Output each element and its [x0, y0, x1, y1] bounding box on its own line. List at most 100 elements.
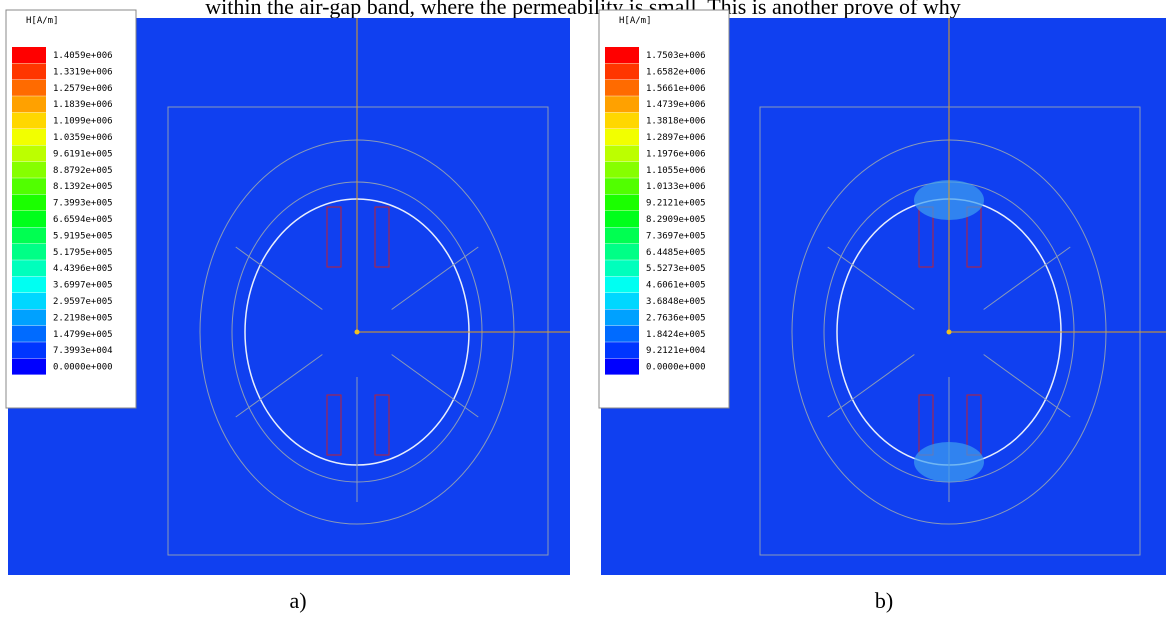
legend-swatch — [605, 129, 639, 145]
legend-swatch — [605, 293, 639, 309]
caption: a) — [289, 588, 306, 613]
legend-value: 2.7636e+005 — [646, 313, 706, 323]
origin — [354, 329, 360, 335]
legend-value: 1.8424e+005 — [646, 330, 706, 340]
legend-value: 1.3818e+006 — [646, 117, 706, 127]
legend-value: 2.9597e+005 — [53, 297, 113, 307]
legend-swatch — [605, 309, 639, 326]
legend-swatch — [605, 342, 639, 359]
legend-swatch — [12, 227, 46, 244]
legend-swatch — [605, 227, 639, 244]
legend-value: 4.4396e+005 — [53, 264, 113, 274]
legend-value: 1.2579e+006 — [53, 84, 113, 94]
legend-swatch — [12, 309, 46, 326]
legend-swatch — [12, 161, 46, 178]
legend-swatch — [605, 194, 639, 211]
legend-value: 5.5273e+005 — [646, 264, 706, 274]
legend-swatch — [605, 243, 639, 260]
legend-value: 5.9195e+005 — [53, 231, 113, 241]
magnet — [374, 394, 390, 456]
boundary-box — [167, 106, 549, 556]
legend-value: 8.2909e+005 — [646, 215, 706, 225]
legend-swatch — [12, 47, 46, 63]
legend-swatch — [12, 325, 46, 342]
legend-swatch — [605, 47, 639, 63]
legend-value: 1.0359e+006 — [53, 133, 113, 143]
legend-value: 1.5661e+006 — [646, 84, 706, 94]
legend-swatch — [12, 96, 46, 113]
legend-value: 6.6594e+005 — [53, 215, 113, 225]
legend-swatch — [12, 129, 46, 145]
field-plot: H[A/m] 1.4059e+006 1.3319e+006 1.2579e+006 1… — [5, 9, 570, 575]
legend-value: 1.4059e+006 — [53, 51, 113, 61]
origin — [946, 329, 952, 335]
legend-swatch — [605, 112, 639, 129]
legend-swatch — [12, 63, 46, 80]
magnet — [326, 394, 342, 456]
legend-swatch — [605, 260, 639, 277]
legend-value: 3.6997e+005 — [53, 281, 113, 291]
legend-value: 1.4739e+006 — [646, 100, 706, 110]
legend-value: 4.6061e+005 — [646, 281, 706, 291]
legend-swatch — [12, 145, 46, 162]
legend-value: 7.3697e+005 — [646, 231, 706, 241]
magnet — [326, 206, 342, 268]
legend-value: 1.2897e+006 — [646, 133, 706, 143]
pole — [827, 246, 915, 310]
legend-swatch — [12, 79, 46, 96]
legend-value: 9.2121e+005 — [646, 199, 706, 209]
legend-swatch — [12, 276, 46, 293]
magnet — [374, 206, 390, 268]
legend-swatch — [12, 194, 46, 211]
legend-title: H[A/m] — [619, 16, 652, 26]
legend-swatch — [12, 342, 46, 359]
legend-swatch — [12, 211, 46, 227]
legend-swatch — [12, 243, 46, 260]
legend-value: 1.0133e+006 — [646, 182, 706, 192]
legend-swatch — [605, 211, 639, 227]
legend-swatch — [12, 178, 46, 195]
legend-swatch — [605, 145, 639, 162]
legend-swatch — [605, 96, 639, 113]
legend-value: 1.1839e+006 — [53, 100, 113, 110]
pole — [983, 354, 1071, 418]
pole — [391, 354, 479, 418]
text-fragment: within the air-gap band, where the perme… — [205, 0, 961, 19]
legend-value: 0.0000e+000 — [53, 363, 113, 373]
legend-swatch — [605, 63, 639, 80]
legend-swatch — [605, 358, 639, 375]
boundary-box — [759, 106, 1141, 556]
legend-value: 5.1795e+005 — [53, 248, 113, 258]
caption: b) — [875, 588, 893, 613]
legend-swatch — [605, 79, 639, 96]
pole — [235, 246, 323, 310]
legend-value: 1.3319e+006 — [53, 67, 113, 77]
legend-value: 0.0000e+000 — [646, 363, 706, 373]
legend-swatch — [605, 276, 639, 293]
pole — [235, 354, 323, 418]
legend-swatch — [605, 178, 639, 195]
legend-swatch — [12, 293, 46, 309]
pole — [827, 354, 915, 418]
legend-swatch — [12, 358, 46, 375]
legend-value: 1.1055e+006 — [646, 166, 706, 176]
pole — [391, 246, 479, 310]
legend-value: 8.1392e+005 — [53, 182, 113, 192]
legend-value: 9.2121e+004 — [646, 346, 706, 356]
pole — [983, 246, 1071, 310]
legend-value: 2.2198e+005 — [53, 313, 113, 323]
legend-value: 1.1099e+006 — [53, 117, 113, 127]
field-plot: H[A/m] 1.7503e+006 1.6582e+006 1.5661e+006 1… — [598, 9, 1166, 575]
legend-value: 1.7503e+006 — [646, 51, 706, 61]
legend-swatch — [605, 161, 639, 178]
legend-value: 3.6848e+005 — [646, 297, 706, 307]
legend-value: 9.6191e+005 — [53, 149, 113, 159]
field-hotspot — [914, 442, 984, 482]
legend-value: 1.6582e+006 — [646, 67, 706, 77]
legend-value: 8.8792e+005 — [53, 166, 113, 176]
legend-swatch — [605, 325, 639, 342]
legend-value: 1.1976e+006 — [646, 149, 706, 159]
legend-value: 7.3993e+004 — [53, 346, 113, 356]
legend-swatch — [12, 260, 46, 277]
